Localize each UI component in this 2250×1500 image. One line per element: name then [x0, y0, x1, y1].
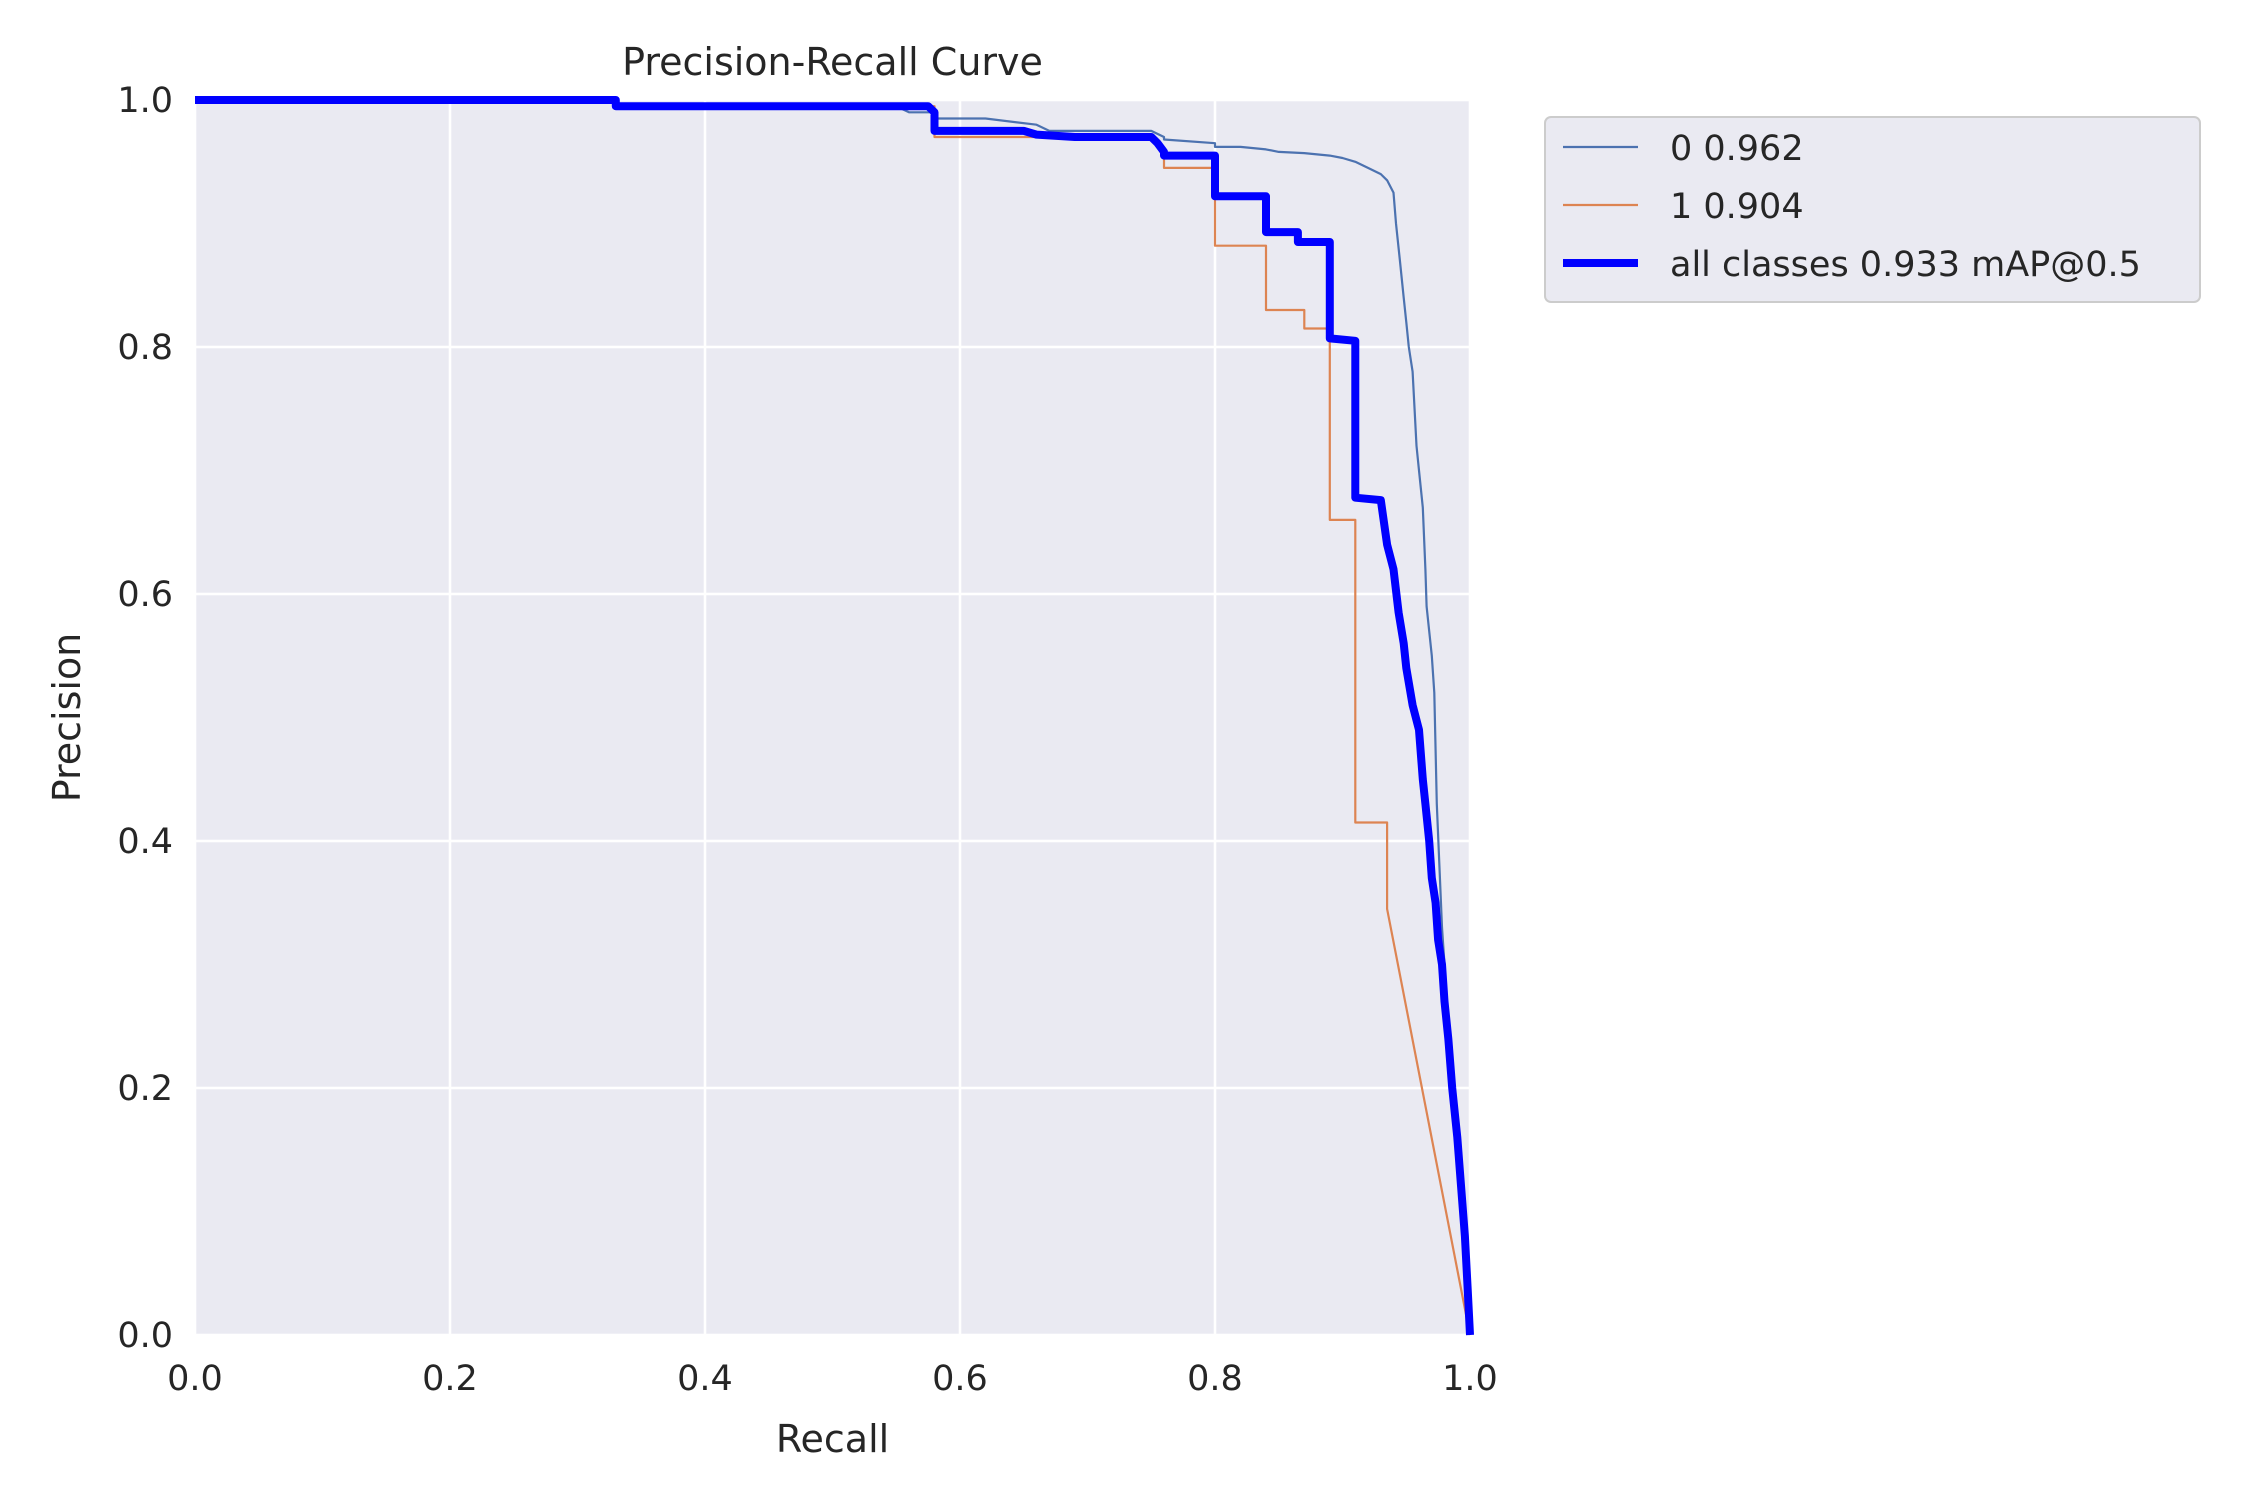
y-tick-label: 0.2	[117, 1069, 173, 1109]
series-layer	[195, 96, 1474, 1336]
legend-label-1: 1 0.904	[1670, 187, 1804, 227]
y-tick-label: 0.8	[117, 328, 173, 368]
y-axis-ticks: 0.0 0.2 0.4 0.6 0.8 1.0	[117, 81, 173, 1356]
x-tick-label: 0.2	[422, 1359, 478, 1399]
legend-label-2: all classes 0.933 mAP@0.5	[1670, 245, 2141, 285]
y-tick-label: 1.0	[117, 81, 173, 121]
legend-box	[1544, 116, 2201, 303]
y-tick-label: 0.0	[117, 1316, 173, 1356]
x-axis-label: Recall	[776, 1417, 889, 1461]
plot-area	[195, 100, 1470, 1335]
chart-title: Precision-Recall Curve	[622, 40, 1043, 84]
series-line-0	[195, 98, 1472, 1336]
x-tick-label: 0.4	[677, 1359, 733, 1399]
legend: 0 0.962 1 0.904 all classes 0.933 mAP@0.5	[1544, 116, 2201, 303]
y-axis-label: Precision	[45, 633, 89, 803]
y-tick-label: 0.4	[117, 822, 173, 862]
series-line-2	[195, 96, 1474, 1336]
x-axis-ticks: 0.0 0.2 0.4 0.6 0.8 1.0	[167, 1359, 1498, 1399]
x-tick-label: 0.6	[932, 1359, 988, 1399]
x-tick-label: 1.0	[1442, 1359, 1498, 1399]
x-tick-label: 0.8	[1187, 1359, 1243, 1399]
legend-label-0: 0 0.962	[1670, 129, 1804, 169]
y-tick-label: 0.6	[117, 575, 173, 615]
x-tick-label: 0.0	[167, 1359, 223, 1399]
